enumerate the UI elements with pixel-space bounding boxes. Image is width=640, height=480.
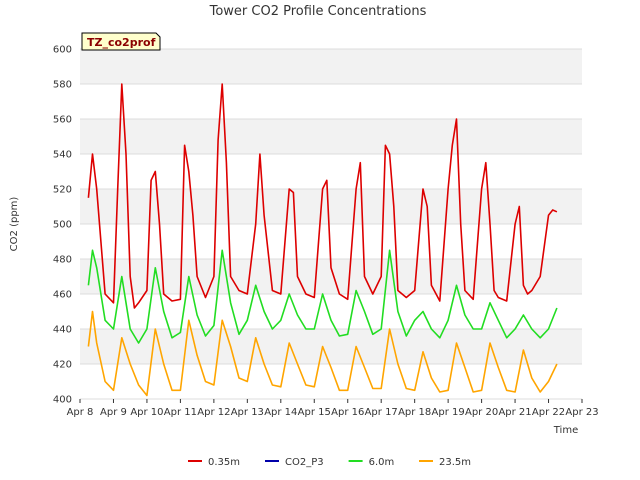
x-tick-label: Apr 20 bbox=[465, 407, 498, 418]
legend-label-23.5m: 23.5m bbox=[439, 457, 471, 468]
series-line-0.35m bbox=[87, 83, 558, 309]
y-tick-label: 580 bbox=[53, 80, 72, 91]
grid-lines bbox=[80, 48, 582, 400]
y-tick-label: 480 bbox=[53, 255, 72, 266]
legend-label-CO2_P3: CO2_P3 bbox=[285, 457, 324, 468]
x-axis-label: Time bbox=[553, 425, 578, 436]
y-tick-label: 500 bbox=[53, 220, 72, 231]
x-tick-label: Apr 21 bbox=[498, 407, 531, 418]
y-axis-label: CO2 (ppm) bbox=[9, 197, 20, 252]
y-tick-label: 600 bbox=[53, 45, 72, 56]
x-tick-label: Apr 10 bbox=[130, 407, 163, 418]
x-tick-label: Apr 13 bbox=[231, 407, 264, 418]
y-tick-label: 540 bbox=[53, 150, 72, 161]
grid-band bbox=[80, 329, 582, 364]
y-axis-ticks: 400 420 440 460 480 500 520 540 560 580 600 bbox=[53, 45, 72, 406]
x-tick-label: Apr 23 bbox=[565, 407, 598, 418]
legend-label-6.0m: 6.0m bbox=[369, 457, 395, 468]
y-tick-label: 420 bbox=[53, 360, 72, 371]
x-tick-label: Apr 14 bbox=[264, 407, 297, 418]
grid-band bbox=[80, 49, 582, 84]
x-tick-label: Apr 18 bbox=[398, 407, 431, 418]
legend: 0.35m CO2_P3 6.0m 23.5m bbox=[188, 457, 471, 468]
y-tick-label: 440 bbox=[53, 325, 72, 336]
y-tick-label: 520 bbox=[53, 185, 72, 196]
x-tick-label: Apr 19 bbox=[432, 407, 465, 418]
site-tag-box bbox=[81, 32, 161, 51]
chart-title: Tower CO2 Profile Concentrations bbox=[209, 4, 427, 19]
x-tick-label: Apr 15 bbox=[298, 407, 331, 418]
series-lines bbox=[87, 83, 558, 397]
x-tick-label: Apr 9 bbox=[100, 407, 127, 418]
x-tick-label: Apr 22 bbox=[532, 407, 565, 418]
y-tick-label: 560 bbox=[53, 115, 72, 126]
series-line-23.5m bbox=[87, 310, 558, 397]
series-line-6.0m bbox=[87, 249, 558, 344]
y-tick-label: 400 bbox=[53, 395, 72, 406]
legend-label-0.35m: 0.35m bbox=[208, 457, 240, 468]
x-tick-label: Apr 12 bbox=[197, 407, 230, 418]
x-tick-label: Apr 17 bbox=[365, 407, 398, 418]
site-tag-label: TZ_co2prof bbox=[87, 36, 156, 49]
site-tag: TZ_co2prof bbox=[81, 32, 161, 51]
y-tick-label: 460 bbox=[53, 290, 72, 301]
x-tick-label: Apr 8 bbox=[67, 407, 94, 418]
grid-band bbox=[80, 189, 582, 224]
grid-band bbox=[80, 119, 582, 154]
x-axis-ticks: Apr 8 Apr 9 Apr 10 Apr 11 Apr 12 Apr 13 Apr 14… bbox=[67, 399, 599, 418]
x-tick-label: Apr 11 bbox=[164, 407, 197, 418]
x-tick-label: Apr 16 bbox=[331, 407, 364, 418]
